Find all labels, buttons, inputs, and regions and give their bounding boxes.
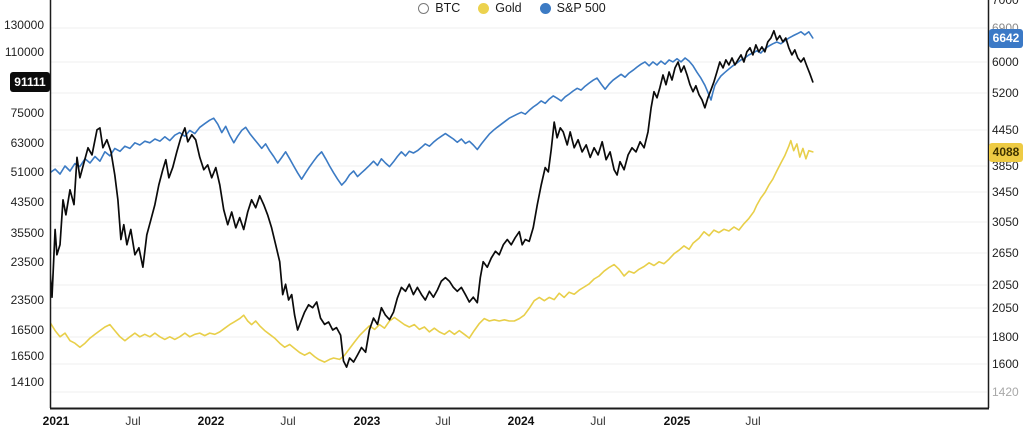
x-axis-tick-label: Jul [435, 414, 451, 428]
legend-item-btc[interactable]: BTC [418, 1, 460, 15]
x-axis-tick-label: Jul [745, 414, 761, 428]
x-axis-tick-label: 2023 [353, 414, 381, 428]
left-axis-tick-label: 51000 [10, 165, 44, 179]
right-axis-tick-label: 2650 [992, 246, 1019, 260]
chart-legend: BTC Gold S&P 500 [0, 1, 1024, 15]
x-axis-tick-label: 2021 [42, 414, 70, 428]
x-axis-tick-label: 2025 [663, 414, 691, 428]
right-axis-tick-label: 1800 [992, 330, 1019, 344]
sp500-current-value-badge: 6642 [989, 28, 1023, 48]
x-axis-tick-label: Jul [125, 414, 141, 428]
left-axis-tick-label: 63000 [10, 136, 44, 150]
legend-label-btc: BTC [435, 1, 461, 15]
right-axis-tick-label: 1420 [992, 385, 1019, 399]
right-axis-tick-label: 3850 [992, 159, 1019, 173]
sp500-legend-marker-icon [539, 2, 551, 14]
right-axis-tick-label: 4450 [992, 123, 1019, 137]
legend-label-sp500: S&P 500 [556, 1, 606, 15]
left-axis-tick-label: 16500 [10, 323, 44, 337]
left-axis-tick-label: 23500 [10, 255, 44, 269]
right-axis-tick-label: 2050 [992, 301, 1019, 315]
right-axis-tick-label: 2050 [992, 278, 1019, 292]
right-axis-tick-label: 3050 [992, 215, 1019, 229]
sp500-line-series [50, 31, 814, 186]
left-axis-tick-label: 14100 [10, 375, 44, 389]
x-axis-tick-label: 2024 [507, 414, 535, 428]
gold-legend-marker-icon [478, 2, 490, 14]
right-axis-tick-label: 1600 [992, 357, 1019, 371]
x-axis-tick-label: 2022 [197, 414, 225, 428]
right-axis-tick-label: 6000 [992, 55, 1019, 69]
left-axis-tick-label: 75000 [10, 106, 44, 120]
x-axis-tick-label: Jul [590, 414, 606, 428]
legend-label-gold: Gold [495, 1, 522, 15]
right-axis-tick-label: 5200 [992, 86, 1019, 100]
btc-legend-marker-icon [418, 2, 430, 14]
right-axis-tick-label: 7000 [992, 0, 1019, 7]
legend-item-sp500[interactable]: S&P 500 [539, 1, 606, 15]
left-axis-tick-label: 110000 [4, 45, 44, 59]
right-axis-tick-label: 3450 [992, 185, 1019, 199]
left-axis-tick-label: 43500 [10, 195, 44, 209]
left-axis-tick-label: 16500 [10, 349, 44, 363]
left-axis-tick-label: 23500 [10, 293, 44, 307]
btc-line-series [50, 29, 814, 368]
x-axis-tick-label: Jul [280, 414, 296, 428]
left-axis-tick-label: 130000 [3, 18, 44, 32]
left-axis-tick-label: 35500 [10, 226, 44, 240]
gold-current-value-badge: 4088 [989, 142, 1023, 162]
legend-item-gold[interactable]: Gold [478, 1, 522, 15]
btc-current-value-badge: 91111 [10, 72, 50, 92]
gold-line-series [50, 139, 814, 363]
